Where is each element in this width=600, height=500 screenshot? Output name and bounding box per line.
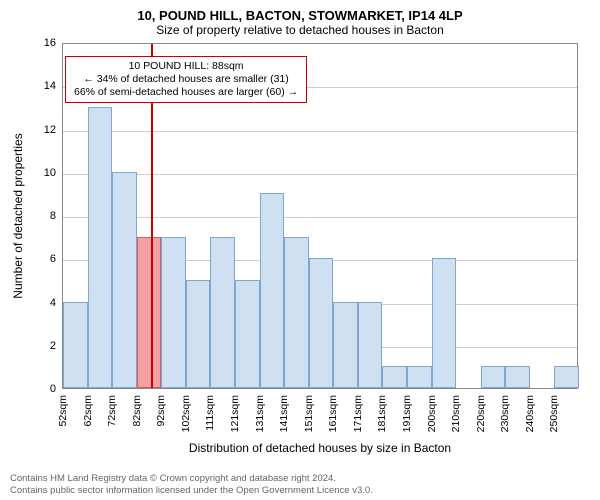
y-tick-label: 16 [36, 37, 56, 49]
histogram-bar [161, 237, 186, 388]
annotation-line: ← 34% of detached houses are smaller (31… [74, 73, 298, 86]
annotation-line: 10 POUND HILL: 88sqm [74, 60, 298, 73]
histogram-bar [407, 366, 432, 388]
histogram-bar [432, 258, 457, 388]
histogram-bar [260, 193, 285, 388]
histogram-bar [505, 366, 530, 388]
histogram-bar [481, 366, 506, 388]
x-tick-label: 111sqm [204, 395, 216, 431]
footer-line-2: Contains public sector information licen… [10, 485, 373, 496]
histogram-bar [358, 302, 383, 389]
plot-area: 10 POUND HILL: 88sqm← 34% of detached ho… [62, 43, 578, 389]
histogram-bar [112, 172, 137, 388]
y-tick-label: 8 [36, 210, 56, 222]
histogram-bar [210, 237, 235, 388]
annotation-line: 66% of semi-detached houses are larger (… [74, 86, 298, 99]
histogram-chart: 10, POUND HILL, BACTON, STOWMARKET, IP14… [8, 8, 592, 492]
y-tick-label: 6 [36, 253, 56, 265]
x-tick-label: 52sqm [57, 395, 69, 427]
histogram-bar [63, 302, 88, 389]
y-tick-label: 10 [36, 167, 56, 179]
gridline [63, 131, 577, 132]
footer-attribution: Contains HM Land Registry data © Crown c… [10, 473, 373, 496]
highlighted-bar [137, 237, 162, 388]
histogram-bar [333, 302, 358, 389]
x-tick-label: 191sqm [401, 395, 413, 432]
plot-area-wrap: Number of detached properties 10 POUND H… [62, 43, 578, 389]
x-tick-label: 82sqm [131, 395, 143, 427]
x-tick-label: 250sqm [548, 395, 560, 432]
x-tick-label: 181sqm [376, 395, 388, 432]
gridline [63, 174, 577, 175]
y-axis-label: Number of detached properties [11, 133, 25, 298]
y-tick-label: 12 [36, 124, 56, 136]
chart-title: 10, POUND HILL, BACTON, STOWMARKET, IP14… [8, 8, 592, 23]
histogram-bar [284, 237, 309, 388]
gridline [63, 217, 577, 218]
y-tick-label: 14 [36, 80, 56, 92]
x-tick-label: 141sqm [278, 395, 290, 432]
x-tick-label: 72sqm [106, 395, 118, 427]
x-tick-label: 131sqm [254, 395, 266, 432]
x-tick-label: 121sqm [229, 395, 241, 432]
x-tick-label: 210sqm [450, 395, 462, 432]
x-tick-label: 151sqm [303, 395, 315, 432]
y-tick-label: 2 [36, 340, 56, 352]
histogram-bar [88, 107, 113, 388]
histogram-bar [186, 280, 211, 388]
footer-line-1: Contains HM Land Registry data © Crown c… [10, 473, 373, 484]
x-tick-label: 200sqm [426, 395, 438, 432]
y-tick-label: 0 [36, 383, 56, 395]
histogram-bar [382, 366, 407, 388]
x-tick-label: 92sqm [155, 395, 167, 427]
x-tick-label: 240sqm [524, 395, 536, 432]
chart-subtitle: Size of property relative to detached ho… [8, 23, 592, 37]
y-tick-label: 4 [36, 297, 56, 309]
annotation-box: 10 POUND HILL: 88sqm← 34% of detached ho… [65, 56, 307, 103]
x-tick-label: 220sqm [475, 395, 487, 432]
histogram-bar [554, 366, 579, 388]
x-tick-label: 171sqm [352, 395, 364, 432]
histogram-bar [235, 280, 260, 388]
x-tick-label: 62sqm [82, 395, 94, 427]
x-tick-label: 102sqm [180, 395, 192, 432]
histogram-bar [309, 258, 334, 388]
x-tick-label: 161sqm [327, 395, 339, 432]
x-tick-label: 230sqm [499, 395, 511, 432]
x-axis-label: Distribution of detached houses by size … [62, 441, 578, 455]
